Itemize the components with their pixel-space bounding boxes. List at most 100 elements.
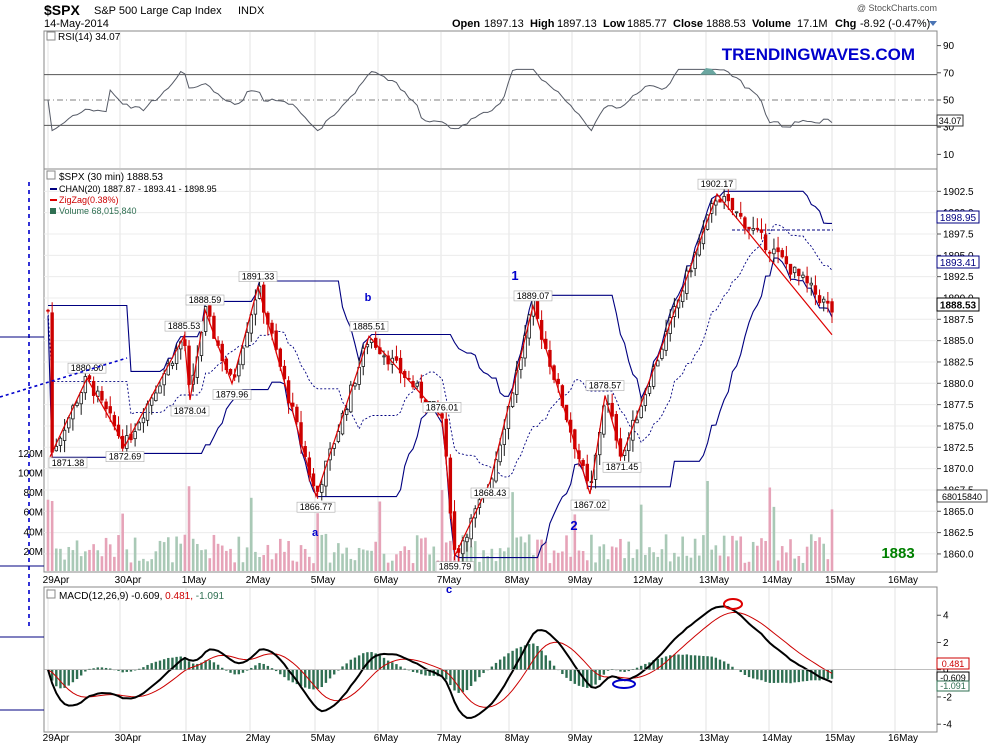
macd-hist-bar <box>142 667 145 670</box>
volume-bar <box>511 492 514 571</box>
macd-hist-bar <box>67 669 70 686</box>
x-axis-label: 5May <box>311 733 335 744</box>
volume-bar <box>175 536 178 571</box>
volume-bar <box>465 534 469 571</box>
candle-body <box>776 247 780 253</box>
volume-tick-label: 20M <box>24 547 43 558</box>
volume-bar <box>507 547 510 571</box>
x-axis-label: 2May <box>246 733 270 744</box>
candle-body <box>262 284 266 313</box>
chan-mid-tag-text: 1893.41 <box>940 258 977 269</box>
macd-hist-bar <box>594 669 597 685</box>
volume-bar <box>581 551 585 571</box>
volume-bar <box>536 539 539 571</box>
volume-bar <box>125 549 129 571</box>
macd-hist-bar <box>303 669 307 688</box>
volume-bar <box>233 562 236 571</box>
macd-hist-bar <box>353 657 357 670</box>
volume-bar <box>565 535 568 571</box>
macd-hist-bar <box>552 665 556 670</box>
macd-hist-bar <box>739 669 742 673</box>
macd-panel-frame <box>43 586 938 733</box>
volume-bar <box>183 534 187 571</box>
macd-hist-bar <box>158 660 162 670</box>
macd-hist-bar <box>424 669 427 676</box>
rsi-collapse-icon[interactable] <box>46 31 56 41</box>
macd-hist-bar <box>270 668 274 670</box>
x-axis-label: 13May <box>699 733 729 744</box>
channel-upper <box>48 190 832 401</box>
volume-bar <box>274 553 278 571</box>
volume-bar <box>237 536 241 571</box>
macd-hist-bar <box>702 655 705 670</box>
chan-mid-tag <box>936 255 980 269</box>
macd-hist-bar <box>822 669 825 680</box>
zigzag-label-box <box>105 451 145 462</box>
price-legend-volume: Volume 68,015,840 <box>59 206 137 216</box>
volume-bar <box>805 546 809 571</box>
zigzag <box>49 192 833 558</box>
volume-bar <box>590 534 593 571</box>
macd-collapse-icon[interactable] <box>46 589 56 599</box>
macd-hist-bar <box>449 669 452 686</box>
candle-body <box>46 309 50 312</box>
volume-bar <box>357 547 361 571</box>
volume-bar <box>187 486 191 571</box>
price-tick-label: 1872.5 <box>943 443 974 454</box>
volume-bar <box>287 540 290 571</box>
macd-hist-bar <box>698 655 701 670</box>
macd-hist-bar <box>92 668 95 670</box>
volume-bar <box>407 550 411 571</box>
candle-body <box>805 275 809 284</box>
candle-body <box>274 330 278 350</box>
price-tick-label: 1902.5 <box>943 187 974 198</box>
volume-bar <box>171 562 174 571</box>
volume-bar <box>158 540 162 571</box>
volume-bar <box>166 537 170 571</box>
macd-hist-bar <box>328 669 332 679</box>
candle-body <box>228 368 233 375</box>
volume-bar <box>722 535 726 571</box>
candle-body <box>154 392 158 402</box>
macd-hist-bar <box>345 663 348 670</box>
macd-line <box>47 605 833 719</box>
x-axis-label: 16May <box>888 733 918 744</box>
volume-bar <box>702 535 705 571</box>
macd-hist-bar <box>598 669 601 681</box>
candle-body <box>386 355 390 365</box>
candle-body <box>340 412 345 435</box>
candle-body <box>382 355 386 358</box>
x-axis-label: 7May <box>437 733 461 744</box>
price-collapse-icon[interactable] <box>46 170 56 180</box>
volume-bar <box>403 546 407 571</box>
macd-hist-bar <box>274 669 278 672</box>
volume-bar <box>382 553 386 571</box>
macd-hist-bar <box>760 669 763 681</box>
volume-bar <box>826 559 830 571</box>
volume-bar <box>793 558 796 571</box>
macd-hist-bar <box>532 643 535 670</box>
macd-legend-signal: 0.481, <box>165 591 193 602</box>
candle-body <box>50 312 54 453</box>
macd-hist-bar <box>167 657 170 670</box>
volume-bar <box>270 559 274 571</box>
macd-hist-bar <box>287 669 290 681</box>
macd-hist-bar <box>515 648 518 670</box>
candle-body <box>822 298 826 303</box>
candle-body <box>291 402 295 407</box>
chart-header: $SPX S&P 500 Large Cap Index INDX 14-May… <box>44 2 937 30</box>
volume-bar <box>328 562 332 571</box>
rsi-value-tag <box>936 114 964 127</box>
macd-hist-bar <box>55 669 58 687</box>
candle-body <box>295 406 299 423</box>
chevron-down-icon[interactable] <box>929 21 937 26</box>
volume-bar <box>556 552 560 571</box>
macd-hist-bar <box>706 656 709 670</box>
volume-bar <box>623 558 626 571</box>
volume-bar <box>113 556 116 571</box>
volume-bar <box>316 513 319 571</box>
price-panel-frame <box>43 168 938 573</box>
macd-hist-bar <box>718 659 722 670</box>
open-label: Open <box>452 18 480 30</box>
